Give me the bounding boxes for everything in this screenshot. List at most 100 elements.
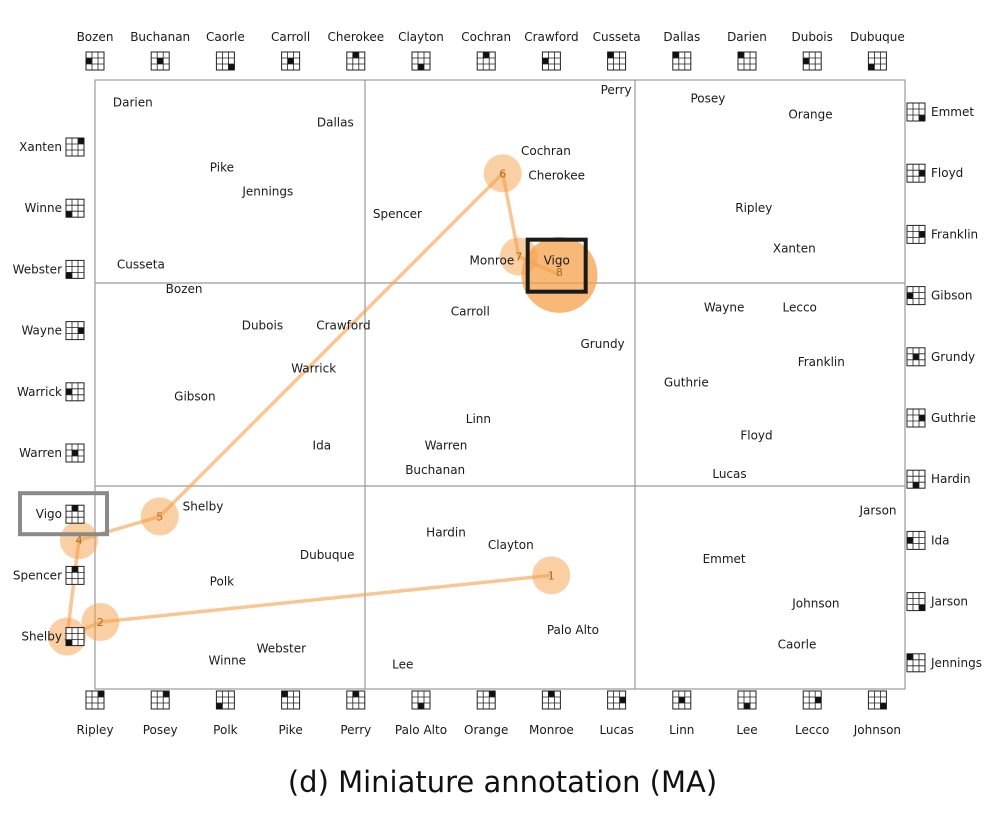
location-label: Warrick <box>291 361 336 375</box>
trajectory-point-number: 4 <box>76 534 83 547</box>
miniature-active-cell <box>919 415 925 421</box>
miniature-label: Polk <box>213 723 237 737</box>
location-label: Floyd <box>740 428 772 442</box>
location-label: Clayton <box>488 538 534 552</box>
location-label: Jarson <box>858 503 896 517</box>
miniature-active-cell <box>418 703 424 709</box>
miniature-active-cell <box>72 566 78 573</box>
location-label: Lucas <box>712 467 746 481</box>
location-label: Xanten <box>773 241 816 255</box>
main-grid-frame <box>94 79 906 690</box>
trajectory-point-number: 1 <box>548 569 555 582</box>
miniature-label: Spencer <box>13 568 62 582</box>
trajectory-point-number: 6 <box>499 167 506 180</box>
location-label: Spencer <box>373 207 422 221</box>
miniature-label: Dallas <box>663 30 700 44</box>
location-label: Lee <box>392 658 413 672</box>
miniature-label: Franklin <box>931 227 978 241</box>
miniature-active-cell <box>803 58 810 64</box>
miniature-label: Pike <box>278 723 302 737</box>
miniature-active-cell <box>548 691 555 697</box>
miniature-label: Guthrie <box>931 411 976 425</box>
miniature-active-cell <box>287 58 294 64</box>
miniature-label: Lee <box>736 723 757 737</box>
location-label: Wayne <box>704 300 745 314</box>
location-label: Pike <box>210 160 234 174</box>
miniature-active-cell <box>607 52 614 58</box>
miniature-label: Lucas <box>599 723 633 737</box>
location-label: Dubois <box>242 319 283 333</box>
trajectory-point-number: 7 <box>515 251 522 264</box>
miniature-active-cell <box>919 115 925 121</box>
miniature-label: Webster <box>13 262 63 276</box>
miniature-active-cell <box>907 653 913 660</box>
miniature-active-cell <box>66 639 72 646</box>
miniature-label: Floyd <box>931 166 963 180</box>
miniature-label: Wayne <box>21 324 62 338</box>
location-label: Dallas <box>317 116 354 130</box>
miniature-label: Posey <box>143 723 178 737</box>
location-label: Perry <box>601 83 632 97</box>
location-label: Warren <box>425 438 468 452</box>
location-label: Palo Alto <box>547 623 599 637</box>
location-label: Cusseta <box>117 258 165 272</box>
location-label: Emmet <box>703 552 746 566</box>
miniature-label: Grundy <box>931 350 975 364</box>
location-label: Gibson <box>174 390 215 404</box>
miniature-label: Buchanan <box>130 30 190 44</box>
location-label: Posey <box>690 91 725 105</box>
location-label: Vigo <box>544 254 570 268</box>
miniature-active-cell <box>216 703 223 709</box>
location-label: Buchanan <box>405 463 465 477</box>
miniature-active-cell <box>919 231 925 238</box>
miniature-active-cell <box>672 52 679 58</box>
miniature-label: Jarson <box>930 595 968 609</box>
miniature-label: Jennings <box>930 656 982 670</box>
miniature-label: Palo Alto <box>395 723 447 737</box>
miniature-label: Cochran <box>461 30 511 44</box>
miniature-label: Warren <box>19 446 62 460</box>
miniature-label: Warrick <box>17 385 62 399</box>
miniature-active-cell <box>880 703 887 709</box>
figure-caption: (d) Miniature annotation (MA) <box>287 765 718 799</box>
miniature-active-cell <box>919 170 925 177</box>
miniature-active-cell <box>744 703 750 709</box>
miniature-label: Ida <box>931 533 950 547</box>
location-label: Caorle <box>778 637 817 651</box>
miniature-label: Carroll <box>271 30 310 44</box>
miniature-label: Cherokee <box>327 30 384 44</box>
location-label: Cochran <box>521 144 571 158</box>
miniature-label: Ripley <box>76 723 113 737</box>
miniature-active-cell <box>98 691 104 697</box>
trajectory-point-number: 2 <box>97 616 104 629</box>
miniature-active-cell <box>157 58 164 64</box>
miniature-label: Hardin <box>931 472 971 486</box>
location-label: Linn <box>466 412 491 426</box>
miniature-label: Darien <box>727 30 767 44</box>
annotation-diagram: Darien Dallas Pike Jennings Cusseta Perry Coch… <box>13 30 982 737</box>
location-label: Hardin <box>426 526 466 540</box>
miniature-active-cell <box>907 537 913 544</box>
miniature-label: Cusseta <box>593 30 641 44</box>
location-label: Shelby <box>183 499 224 513</box>
location-label: Crawford <box>316 319 370 333</box>
miniature-label: Bozen <box>77 30 114 44</box>
miniature-active-cell <box>868 64 875 70</box>
miniature-active-cell <box>72 450 78 456</box>
location-label: Ripley <box>735 201 772 215</box>
trajectory-path <box>65 171 561 639</box>
miniature-active-cell <box>542 58 549 64</box>
location-label: Darien <box>113 95 153 109</box>
location-label: Lecco <box>782 300 816 314</box>
miniature-active-cell <box>907 292 913 299</box>
miniature-active-cell <box>86 58 92 64</box>
miniature-label: Winne <box>24 201 62 215</box>
previous-target-highlight <box>18 491 109 537</box>
location-label: Carroll <box>451 304 490 318</box>
location-label: Dubuque <box>300 548 355 562</box>
miniature-label: Emmet <box>931 105 974 119</box>
location-label: Cherokee <box>528 168 585 182</box>
miniature-label: Dubuque <box>850 30 905 44</box>
location-label: Bozen <box>166 282 203 296</box>
